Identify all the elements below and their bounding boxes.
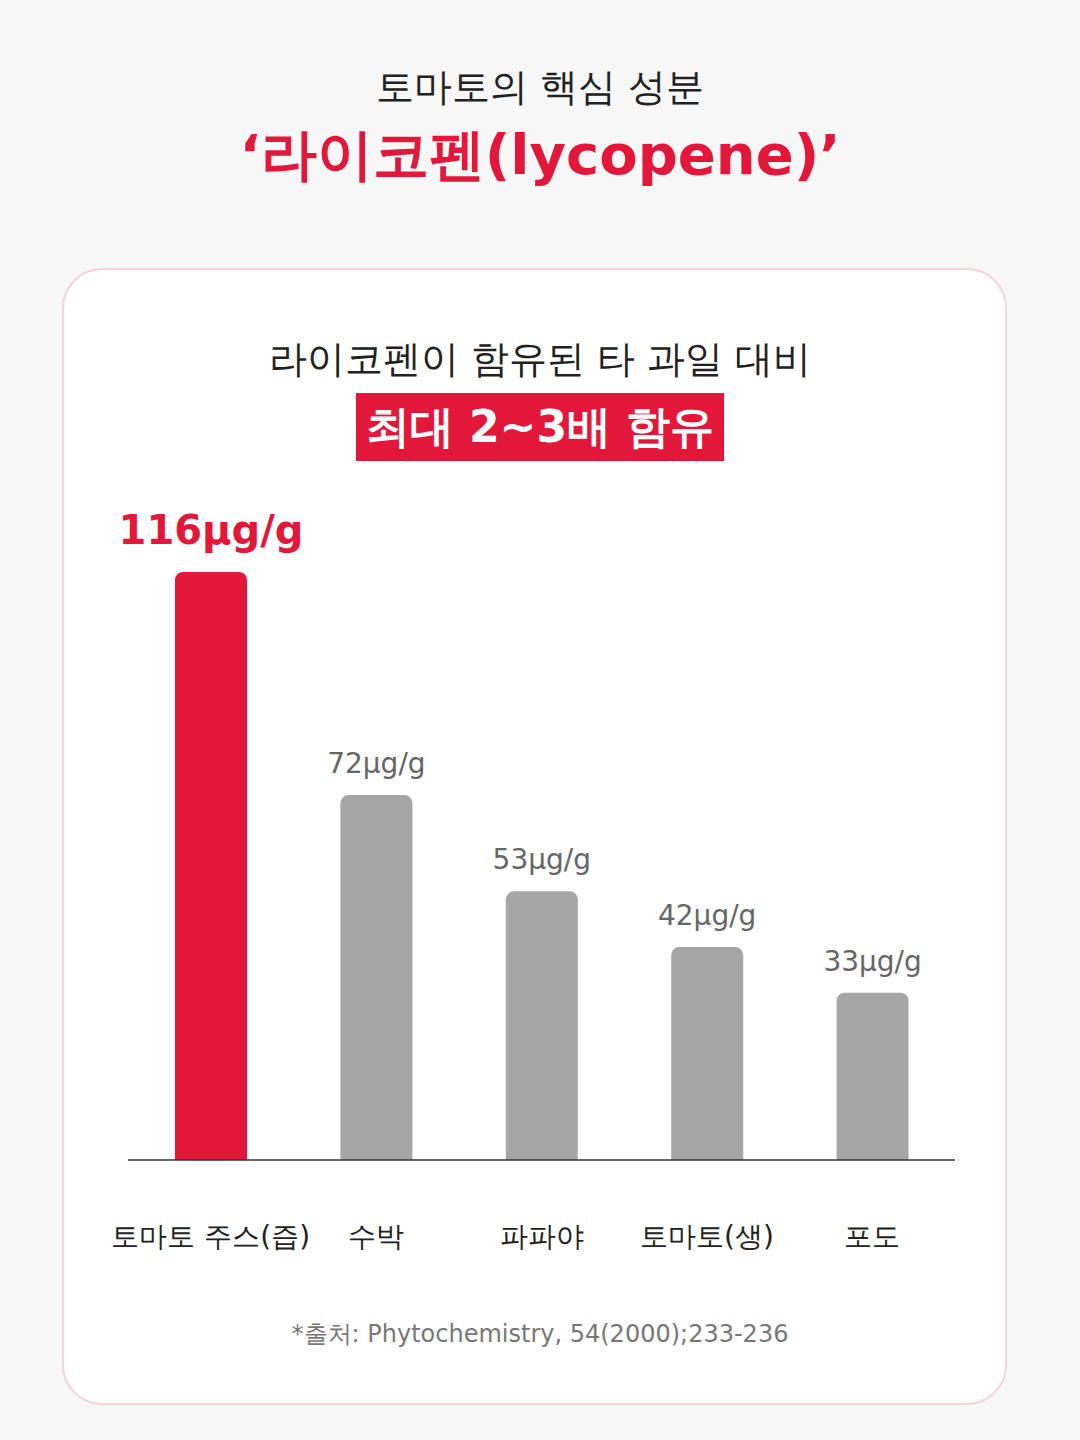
svg-text:72μg/g: 72μg/g — [327, 747, 425, 780]
svg-text:포도: 포도 — [844, 1220, 900, 1253]
svg-text:116μg/g: 116μg/g — [119, 507, 304, 553]
svg-text:33μg/g: 33μg/g — [823, 945, 921, 978]
html-text:*출처: Phytochemistry, 54(2000);: *출처: Phytochemistry, 54(2000);233-236 — [291, 1320, 789, 1348]
svg-text:42μg/g: 42μg/g — [658, 899, 756, 932]
svg-text:토마토 주스(즙): 토마토 주스(즙) — [111, 1220, 310, 1253]
svg-text:파파야: 파파야 — [500, 1220, 584, 1253]
svg-text:수박: 수박 — [348, 1220, 404, 1253]
svg-text:53μg/g: 53μg/g — [493, 843, 591, 876]
html-text:토마토의 핵심 성분: 토마토의 핵심 성분 — [375, 65, 705, 109]
html-text:최대 2~3배 함유: 최대 2~3배 함유 — [365, 401, 715, 452]
html-text:‘라이코펜(lycopene)’: ‘라이코펜(lycopene)’ — [239, 122, 841, 187]
html-text:라이코펜이 함유된 타 과일 대비: 라이코펜이 함유된 타 과일 대비 — [268, 337, 812, 381]
svg-text:토마토(생): 토마토(생) — [640, 1220, 774, 1253]
